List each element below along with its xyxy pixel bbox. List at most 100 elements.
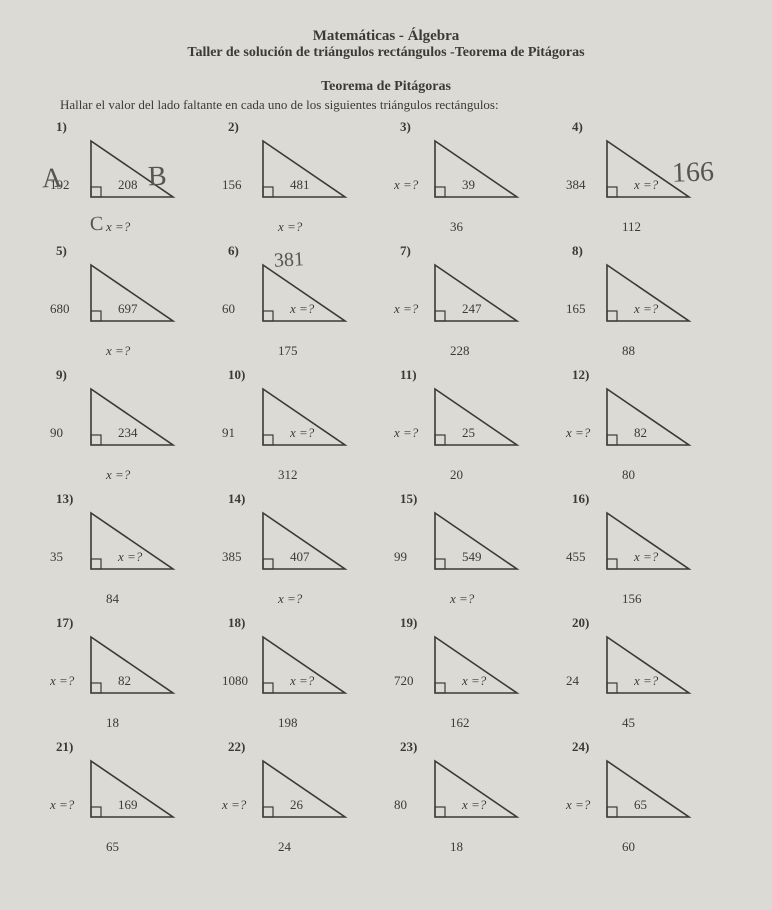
- problem-cell: 4)384x =?112166: [564, 117, 724, 237]
- side-label-hyp: 26: [290, 797, 303, 813]
- problem-number: 24): [572, 739, 589, 755]
- hand-annotation: 381: [273, 248, 304, 273]
- problem-cell: 24)x =?6560: [564, 737, 724, 857]
- triangle-wrap: x =? 247 228: [392, 259, 552, 357]
- side-label-bottom: 175: [278, 343, 298, 359]
- side-label-left: 385: [222, 549, 242, 565]
- side-label-left: 35: [50, 549, 63, 565]
- triangle-icon: [73, 507, 183, 585]
- problem-number: 21): [56, 739, 73, 755]
- problem-cell: 9)90234x =?: [48, 365, 208, 485]
- triangle-icon: [589, 383, 699, 461]
- triangle-icon: [245, 135, 355, 213]
- triangle-icon: [245, 631, 355, 709]
- side-label-bottom: 65: [106, 839, 119, 855]
- problem-number: 2): [228, 119, 239, 135]
- side-label-bottom: 228: [450, 343, 470, 359]
- triangle-icon: [417, 755, 527, 833]
- side-label-left: 24: [566, 673, 579, 689]
- triangle-wrap: 80x =?18: [392, 755, 552, 853]
- problem-cell: 8)165x =?88: [564, 241, 724, 361]
- problem-number: 18): [228, 615, 245, 631]
- side-label-left: 80: [394, 797, 407, 813]
- problem-number: 22): [228, 739, 245, 755]
- side-label-left: x =?: [222, 797, 246, 813]
- section-title: Teorema de Pitágoras: [48, 79, 724, 95]
- problem-cell: 12)x =?8280: [564, 365, 724, 485]
- problem-cell: 14)385407x =?: [220, 489, 380, 609]
- side-label-bottom: 198: [278, 715, 298, 731]
- side-label-hyp: x =?: [634, 549, 658, 565]
- instruction-text: Hallar el valor del lado faltante en cad…: [60, 97, 724, 113]
- problem-number: 17): [56, 615, 73, 631]
- triangle-icon: [245, 755, 355, 833]
- side-label-hyp: 82: [118, 673, 131, 689]
- side-label-left: 156: [222, 177, 242, 193]
- side-label-left: x =?: [566, 425, 590, 441]
- triangle-icon: [589, 755, 699, 833]
- triangle-wrap: 91x =?312: [220, 383, 380, 481]
- side-label-left: 1080: [222, 673, 248, 689]
- problem-number: 1): [56, 119, 67, 135]
- triangle-wrap: x =? 82 18: [48, 631, 208, 729]
- side-label-hyp: x =?: [290, 673, 314, 689]
- problem-cell: 11)x =?2520: [392, 365, 552, 485]
- side-label-left: 455: [566, 549, 586, 565]
- triangle-icon: [417, 383, 527, 461]
- triangle-icon: [417, 135, 527, 213]
- header-title: Matemáticas - Álgebra: [48, 28, 724, 45]
- triangle-icon: [589, 259, 699, 337]
- side-label-left: 90: [50, 425, 63, 441]
- problem-number: 19): [400, 615, 417, 631]
- triangle-wrap: 99549x =?: [392, 507, 552, 605]
- side-label-bottom: 45: [622, 715, 635, 731]
- side-label-left: x =?: [50, 673, 74, 689]
- problem-number: 3): [400, 119, 411, 135]
- side-label-bottom: x =?: [106, 343, 130, 359]
- problem-number: 10): [228, 367, 245, 383]
- triangle-wrap: x =?6560: [564, 755, 724, 853]
- side-label-left: 99: [394, 549, 407, 565]
- problem-number: 15): [400, 491, 417, 507]
- triangle-wrap: 1080 x =? 198: [220, 631, 380, 729]
- side-label-bottom: 156: [622, 591, 642, 607]
- problem-number: 4): [572, 119, 583, 135]
- triangle-wrap: 384x =?112166: [564, 135, 724, 233]
- side-label-bottom: x =?: [450, 591, 474, 607]
- side-label-left: 91: [222, 425, 235, 441]
- triangle-icon: [417, 631, 527, 709]
- side-label-bottom: 18: [106, 715, 119, 731]
- triangle-wrap: 680697x =?: [48, 259, 208, 357]
- problem-cell: 7) x =? 247 228: [392, 241, 552, 361]
- side-label-hyp: x =?: [634, 301, 658, 317]
- problem-number: 11): [400, 367, 417, 383]
- problem-cell: 15)99549x =?: [392, 489, 552, 609]
- problem-number: 20): [572, 615, 589, 631]
- problem-number: 6): [228, 243, 239, 259]
- problem-cell: 16) 455 x =? 156: [564, 489, 724, 609]
- side-label-left: x =?: [50, 797, 74, 813]
- problem-cell: 6)60x =?175381: [220, 241, 380, 361]
- side-label-hyp: x =?: [462, 797, 486, 813]
- triangle-icon: [417, 507, 527, 585]
- triangle-icon: [589, 507, 699, 585]
- problem-cell: 18) 1080 x =? 198: [220, 613, 380, 733]
- triangle-icon: [73, 383, 183, 461]
- problem-number: 14): [228, 491, 245, 507]
- side-label-hyp: 481: [290, 177, 310, 193]
- problem-cell: 1)192208x =?ABC: [48, 117, 208, 237]
- problem-number: 7): [400, 243, 411, 259]
- side-label-hyp: 25: [462, 425, 475, 441]
- side-label-hyp: 65: [634, 797, 647, 813]
- triangle-wrap: 455 x =? 156: [564, 507, 724, 605]
- side-label-hyp: 247: [462, 301, 482, 317]
- hand-annotation: A: [41, 163, 62, 196]
- triangle-wrap: 35x =?84: [48, 507, 208, 605]
- problem-number: 23): [400, 739, 417, 755]
- side-label-bottom: 36: [450, 219, 463, 235]
- side-label-left: x =?: [394, 301, 418, 317]
- side-label-hyp: x =?: [634, 177, 658, 193]
- problems-grid: 1)192208x =?ABC2)156481x =?3)x =?39364)3…: [48, 117, 724, 857]
- side-label-hyp: x =?: [290, 425, 314, 441]
- problem-number: 16): [572, 491, 589, 507]
